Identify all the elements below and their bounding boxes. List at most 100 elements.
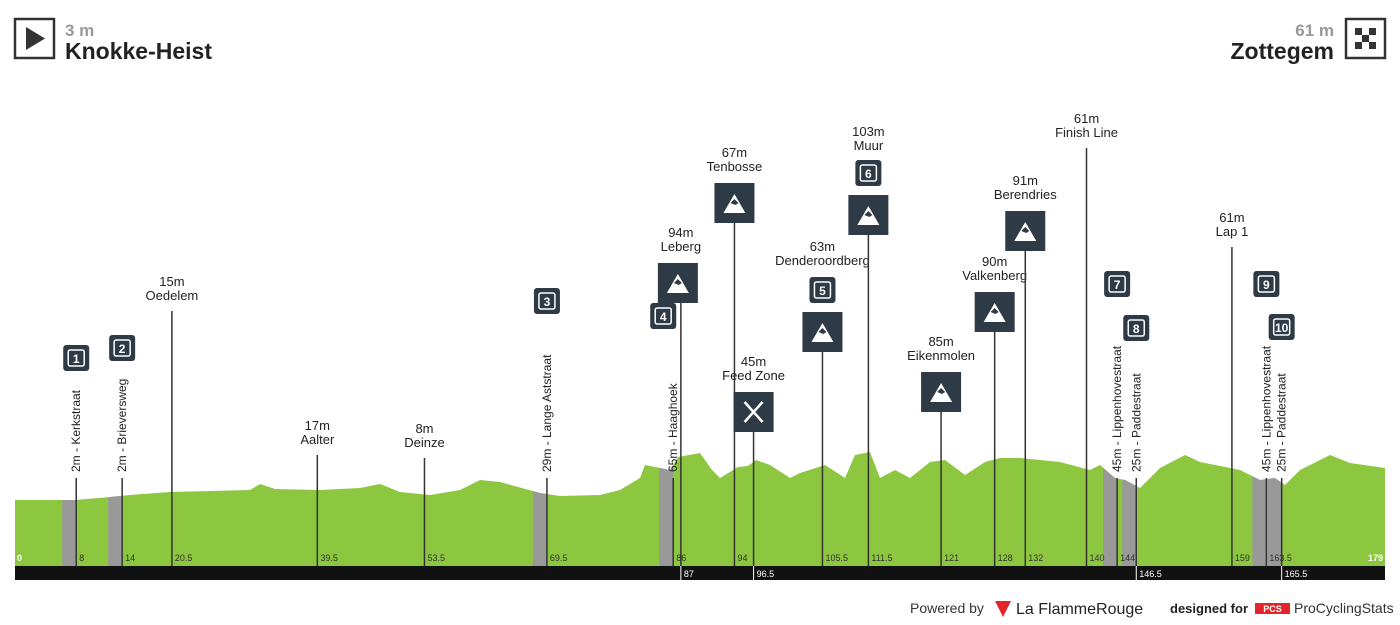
sector-badge-inner [1108,275,1126,293]
sector-badge-inner [67,349,85,367]
sector-label: 25m - Paddestraat [1275,373,1289,472]
sector-badge-inner [813,281,832,299]
sector-badge-inner [113,339,131,357]
site: ProCyclingStats [1294,600,1394,616]
sector-label: 45m - Lippenhovestraat [1110,345,1124,472]
sector-badge-inner [1257,275,1276,293]
km-label: 159 [1235,553,1250,563]
marker-name: Aalter [300,432,335,447]
sector-badge-inner [654,307,672,325]
km-label: 128 [998,553,1013,563]
climb-icon-snow [1021,227,1030,233]
sector-badge [1104,271,1131,297]
km-label: 96.5 [757,569,775,579]
km-label: 165.5 [1285,569,1308,579]
distance-bar [15,566,1385,580]
km-label: 132 [1028,553,1043,563]
sector-band [659,452,674,566]
designed-for: designed for [1170,601,1248,616]
marker-elevation: 85m [928,334,953,349]
footer: Powered by La FlammeRouge designed for P… [910,600,1394,618]
marker-elevation: 103m [852,124,885,139]
marker-elevation: 45m [741,354,766,369]
climb-icon-snow [990,308,999,314]
sector-badge-number: 3 [544,295,551,309]
sector-badge-number: 10 [1275,321,1289,335]
km-label: 0 [17,553,22,563]
marker-name: Berendries [994,187,1057,202]
marker-name: Denderoordberg [775,253,870,268]
powered-by: Powered by [910,600,984,616]
sector-badge [855,160,882,186]
marker-elevation: 61m [1074,111,1099,126]
feed-icon-knife [743,401,764,423]
km-label: 144 [1120,553,1135,563]
marker-name: Eikenmolen [907,348,975,363]
km-label: 69.5 [550,553,568,563]
finish-flag-icon [1344,17,1387,60]
km-label: 94 [737,553,747,563]
sector-badge [1253,271,1280,297]
sector-badge-inner [859,164,878,182]
marker-name: Feed Zone [722,368,785,383]
climb-icon-snow [818,328,827,334]
marker-name: Tenbosse [707,159,763,174]
marker-name: Valkenberg [962,268,1027,283]
marker-name: Muur [854,138,884,153]
sector-badge-number: 4 [660,310,667,324]
marker-elevation: 61m [1219,210,1244,225]
marker-name: Finish Line [1055,125,1118,140]
sector-badge-number: 5 [819,284,826,298]
sector-badge-number: 9 [1263,278,1270,292]
km-label: 111.5 [871,553,892,563]
marker-elevation: 90m [982,254,1007,269]
sector-badge-inner [1127,319,1146,337]
sector-badge [650,303,677,329]
start-elevation: 3 m [65,21,94,40]
km-label: 8 [79,553,84,563]
km-label: 20.5 [175,553,193,563]
sector-badge [1123,315,1150,341]
km-label: 140 [1090,553,1105,563]
pcs: PCS [1263,604,1282,614]
marker-elevation: 17m [305,418,330,433]
flamme-logo [995,601,1011,617]
marker-name: Lap 1 [1216,224,1249,239]
elevation-profile [15,452,1385,566]
climb-icon-snow [730,199,739,205]
sector-badge [109,335,136,361]
sector-badge [809,277,836,303]
km-label: 105.5 [825,553,848,563]
sector-badge [63,345,90,371]
sector-label: 45m - Lippenhovestraat [1259,345,1273,472]
climb-icon-snow [937,388,946,394]
marker-elevation: 15m [159,274,184,289]
km-label: 146.5 [1139,569,1162,579]
marker-elevation: 63m [810,239,835,254]
climb-icon-snow [864,211,873,217]
sector-badge-number: 8 [1133,322,1140,336]
km-label: 14 [125,553,135,563]
markers: 0 2m - Kerkstraat 1 8 2m - Brieversweg 2 14 15m… [17,111,1383,580]
sector-label: 25m - Paddestraat [1129,373,1143,472]
km-label: 179 [1368,553,1383,563]
sector-badge-inner [538,292,556,310]
sector-band [1103,452,1118,566]
km-label: 87 [684,569,694,579]
sector-badge [1268,314,1295,340]
start-flag-icon [13,17,56,60]
marker-name: Deinze [404,435,444,450]
brand: La FlammeRouge [1016,601,1143,618]
marker-name: Oedelem [146,288,199,303]
sector-badge-number: 2 [119,342,126,356]
start-name: Knokke-Heist [65,38,212,64]
finish-elevation: 61 m [1295,21,1334,40]
km-label: 121 [944,553,959,563]
sector-badge-number: 6 [865,167,872,181]
km-label: 163.5 [1269,553,1292,563]
marker-elevation: 8m [415,421,433,436]
sector-label: 65m - Haaghoek [666,382,680,472]
km-label: 39.5 [320,553,338,563]
sector-band [1252,452,1267,566]
